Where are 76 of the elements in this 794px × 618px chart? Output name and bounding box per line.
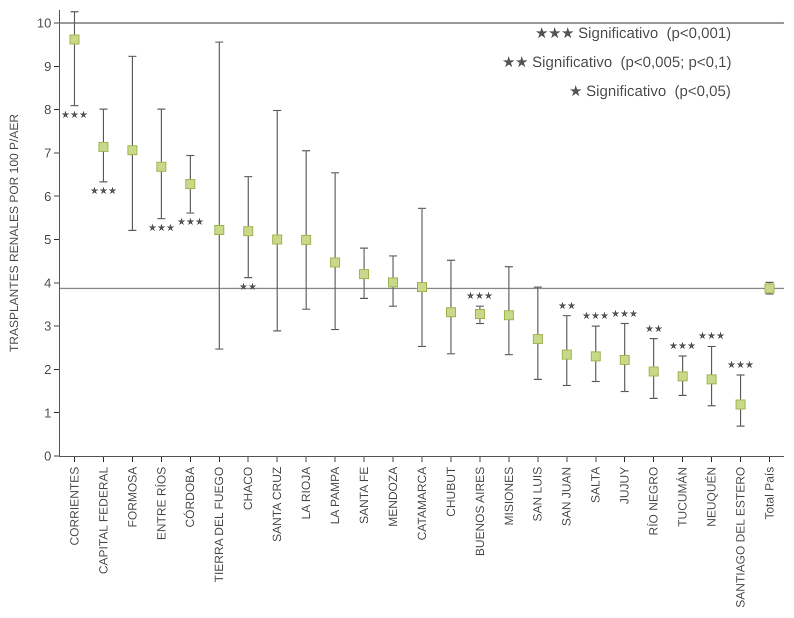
point — [620, 354, 630, 365]
annotation: ★★★ — [177, 217, 204, 228]
x-tick-label: LA RIOJA — [299, 466, 314, 520]
x-tick-label: TUCUMÁN — [676, 466, 690, 527]
annotation: ★★ — [645, 324, 663, 335]
y-tick-label: 0 — [44, 448, 52, 464]
y-tick-label: 5 — [44, 232, 52, 248]
x-tick-label: NEUQUÉN — [704, 466, 718, 527]
x-tick-label: SALTA — [588, 466, 603, 504]
point — [214, 224, 224, 235]
x-tick-label: MISIONES — [502, 466, 516, 526]
annotation: ★★★ — [698, 331, 725, 342]
y-tick-label: 4 — [44, 275, 52, 290]
point — [474, 308, 485, 319]
annotation: ★★ — [558, 301, 576, 312]
x-tick-label: BUENOS AIRES — [472, 466, 487, 556]
y-tick-label: 6 — [44, 188, 52, 204]
point — [127, 145, 138, 156]
point — [648, 366, 659, 377]
x-tick-label: CAPITAL FEDERAL — [96, 466, 110, 574]
point — [359, 269, 370, 280]
annotation: ★★★ Significativo (p<0,001) — [535, 25, 732, 42]
annotation: ★★★ — [466, 291, 493, 302]
x-tick-label: CÓRDOBA — [183, 466, 198, 528]
point — [590, 351, 601, 362]
point — [185, 179, 196, 190]
x-tick-label: JUJUY — [618, 466, 632, 504]
x-tick-label: SAN JUAN — [560, 466, 574, 526]
x-tick-label: RÍO NEGRO — [646, 466, 661, 536]
point — [446, 307, 456, 318]
point — [417, 282, 427, 292]
point — [504, 310, 514, 320]
y-tick-label: 1 — [44, 405, 52, 420]
annotation: ★ Significativo (p<0,05) — [569, 83, 731, 100]
y-tick-label: 3 — [44, 318, 52, 334]
annotation: ★★★ — [61, 110, 88, 121]
y-tick-label: 10 — [36, 16, 52, 31]
x-tick-label: CATAMARCA — [414, 466, 429, 540]
point — [301, 234, 312, 245]
x-tick-label: SANTIAGO DEL ESTERO — [733, 466, 748, 608]
annotation: ★★★ — [582, 311, 609, 322]
point — [532, 334, 543, 344]
annotation: ★★★ — [611, 309, 638, 320]
y-tick-label: 8 — [44, 102, 52, 118]
point — [562, 350, 572, 360]
point — [156, 162, 166, 172]
x-tick-label: CHUBUT — [444, 466, 458, 517]
x-tick-label: CHACO — [241, 466, 256, 510]
point — [706, 374, 717, 384]
x-tick-label: Total País — [762, 466, 776, 520]
x-tick-label: MENDOZA — [386, 466, 400, 527]
point — [736, 399, 746, 410]
point — [69, 34, 80, 44]
x-tick-label: ENTRE RÍOS — [154, 466, 168, 540]
x-tick-label: FORMOSA — [125, 466, 140, 528]
x-tick-label: LA PAMPA — [328, 466, 342, 524]
point — [243, 226, 254, 236]
y-tick-label: 7 — [44, 145, 52, 160]
x-tick-label: CORRIENTES — [67, 466, 82, 546]
y-axis-title: TRASPLANTES RENALES POR 100 P/AER — [7, 114, 22, 352]
annotation: ★★ Significativo (p<0,005; p<0,1) — [502, 54, 732, 71]
annotation: ★★★ — [148, 223, 175, 234]
x-tick-label: SANTA FE — [356, 466, 371, 524]
point — [98, 142, 108, 152]
y-tick-label: 9 — [44, 58, 52, 74]
annotation: ★★★ — [90, 186, 117, 197]
y-tick-label: 2 — [44, 362, 52, 377]
annotation: ★★★ — [669, 341, 696, 352]
point — [330, 257, 340, 268]
point — [388, 277, 398, 288]
x-tick-label: SAN LUIS — [530, 466, 545, 522]
point — [678, 371, 688, 382]
x-tick-label: SANTA CRUZ — [270, 466, 284, 542]
annotation: ★★★ — [727, 360, 754, 371]
x-tick-label: TIERRA DEL FUEGO — [212, 466, 226, 582]
point — [272, 234, 282, 244]
